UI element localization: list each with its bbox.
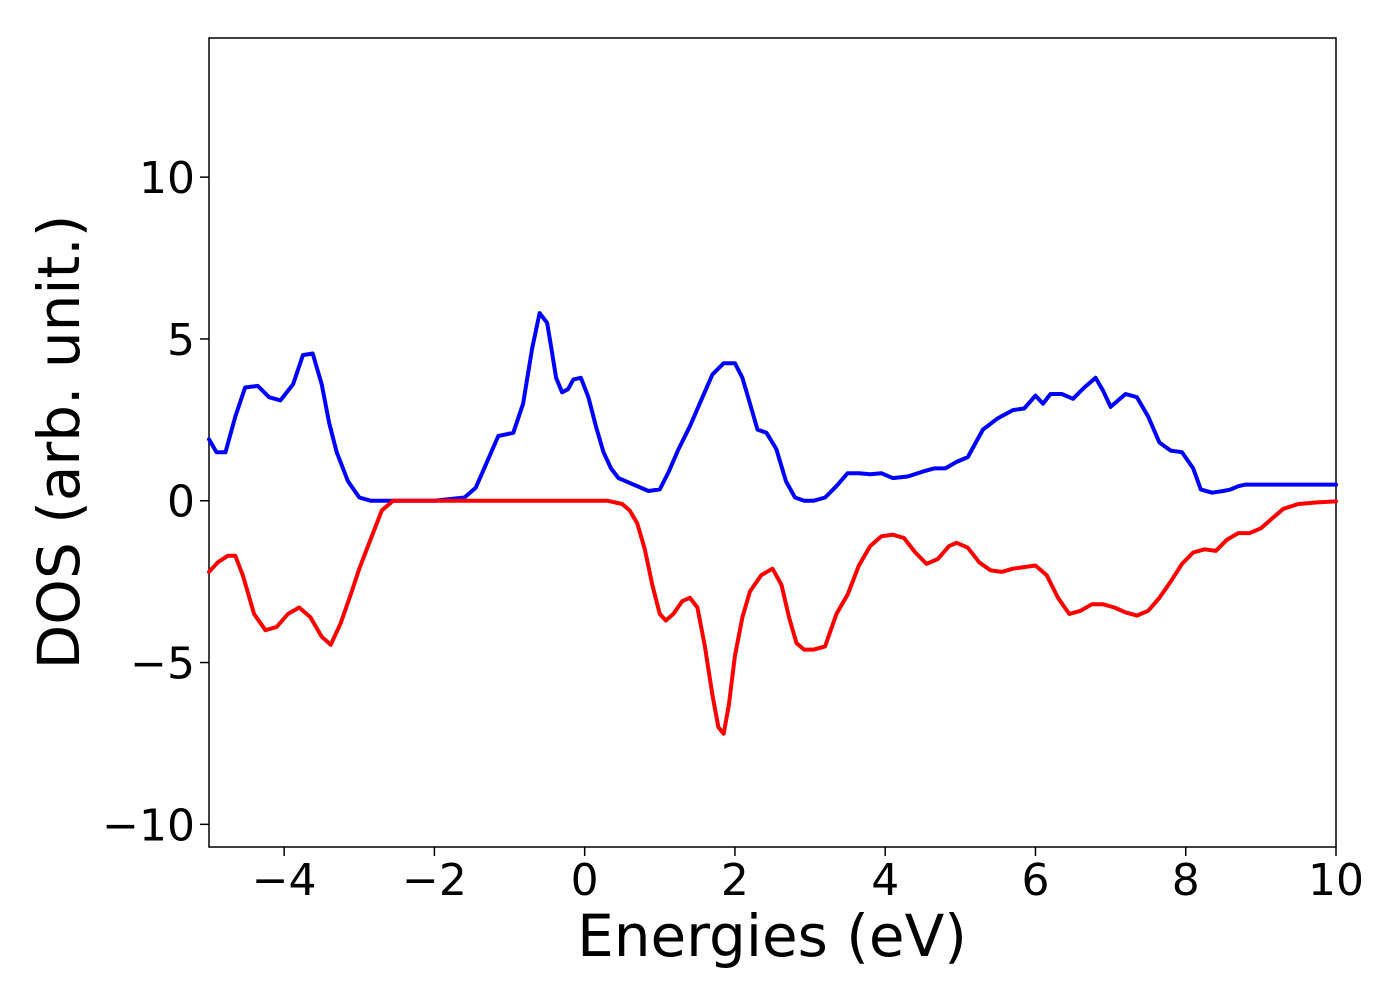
series-line-1 <box>207 311 1338 503</box>
x-tick-label: 6 <box>1021 855 1049 906</box>
y-tick-label: −5 <box>130 639 195 690</box>
y-axis-title: DOS (arb. unit.) <box>25 215 93 670</box>
series-layer <box>207 311 1338 736</box>
x-tick-label: 10 <box>1308 855 1364 906</box>
x-tick-label: 4 <box>871 855 899 906</box>
series-line-2 <box>207 498 1338 736</box>
y-tick-label: 10 <box>139 153 195 204</box>
y-tick-label: 5 <box>167 315 195 366</box>
y-tick-label: 0 <box>167 477 195 528</box>
y-tick-label: −10 <box>102 800 195 851</box>
x-tick-label: 8 <box>1172 855 1200 906</box>
x-axis-title: Energies (eV) <box>577 902 967 970</box>
x-tick-label: −2 <box>402 855 467 906</box>
x-tick-label: −4 <box>252 855 317 906</box>
x-tick-label: 2 <box>721 855 749 906</box>
tick-layer: −4 −2 0 2 4 6 8 10 10 5 0 −5 −10 <box>102 153 1364 906</box>
x-tick-label: 0 <box>571 855 599 906</box>
